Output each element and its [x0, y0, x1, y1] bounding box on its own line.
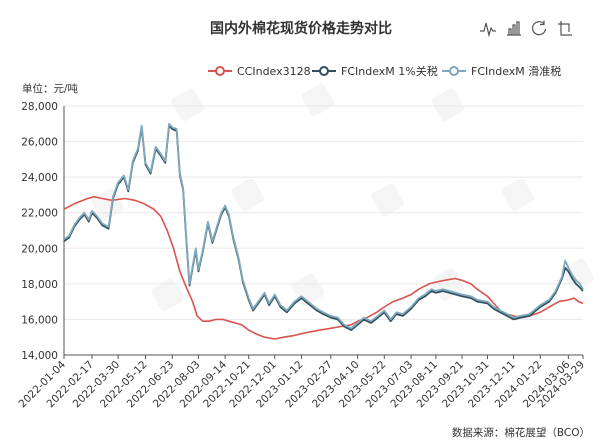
data-source-label: 数据来源：棉花展望（BCO） [452, 426, 590, 439]
legend-label-fcslide: FCIndexM 滑准税 [471, 64, 561, 78]
series-line-fc1 [63, 124, 584, 331]
y-tick-label: 22,000 [21, 208, 58, 220]
series-layer [63, 122, 584, 340]
bar-chart-icon[interactable] [504, 18, 524, 38]
watermark-mark [151, 278, 185, 312]
x-axis: 2022-01-042022-02-172022-03-302022-05-12… [16, 354, 587, 410]
y-tick-label: 24,000 [21, 172, 58, 184]
legend-marker-fc1 [319, 66, 329, 76]
grid-lines [64, 105, 583, 356]
watermark-mark [501, 178, 535, 212]
y-axis: 14,000 16,000 18,000 20,000 22,000 24,000 26,0… [21, 101, 65, 362]
y-axis-unit-label: 单位：元/吨 [22, 82, 79, 95]
watermark-mark [231, 178, 265, 212]
restore-icon[interactable] [529, 18, 549, 38]
chart-title: 国内外棉花现货价格走势对比 [210, 20, 392, 37]
watermark-mark [431, 88, 465, 122]
y-tick-label: 14,000 [21, 350, 58, 362]
watermark-mark [561, 258, 595, 292]
watermark-mark [301, 83, 335, 117]
legend-marker-fcslide [449, 66, 459, 76]
watermark-mark [171, 88, 205, 122]
save-image-icon[interactable] [555, 18, 575, 38]
watermark-mark [431, 268, 465, 302]
legend-item-ccindex[interactable]: CCIndex3128 [208, 65, 311, 78]
watermark-mark [371, 183, 405, 217]
legend-marker-ccindex [215, 66, 225, 76]
y-tick-label: 20,000 [21, 243, 58, 255]
line-chart-icon[interactable] [478, 18, 498, 38]
y-tick-label: 16,000 [21, 314, 58, 326]
series-line-ccindex [63, 195, 584, 340]
legend-label-fc1: FCIndexM 1%关税 [341, 64, 438, 78]
y-tick-label: 28,000 [21, 101, 58, 113]
y-tick-label: 18,000 [21, 279, 58, 291]
legend-item-fc1[interactable]: FCIndexM 1%关税 [312, 64, 438, 78]
legend-label-ccindex: CCIndex3128 [237, 65, 311, 78]
y-tick-label: 26,000 [21, 137, 58, 149]
watermark-layer [91, 83, 595, 312]
legend-item-fcslide[interactable]: FCIndexM 滑准税 [442, 64, 561, 78]
legend: CCIndex3128 FCIndexM 1%关税 FCIndexM 滑准税 [208, 64, 561, 78]
toolbar [478, 18, 575, 38]
series-line-fcslide [63, 122, 584, 330]
